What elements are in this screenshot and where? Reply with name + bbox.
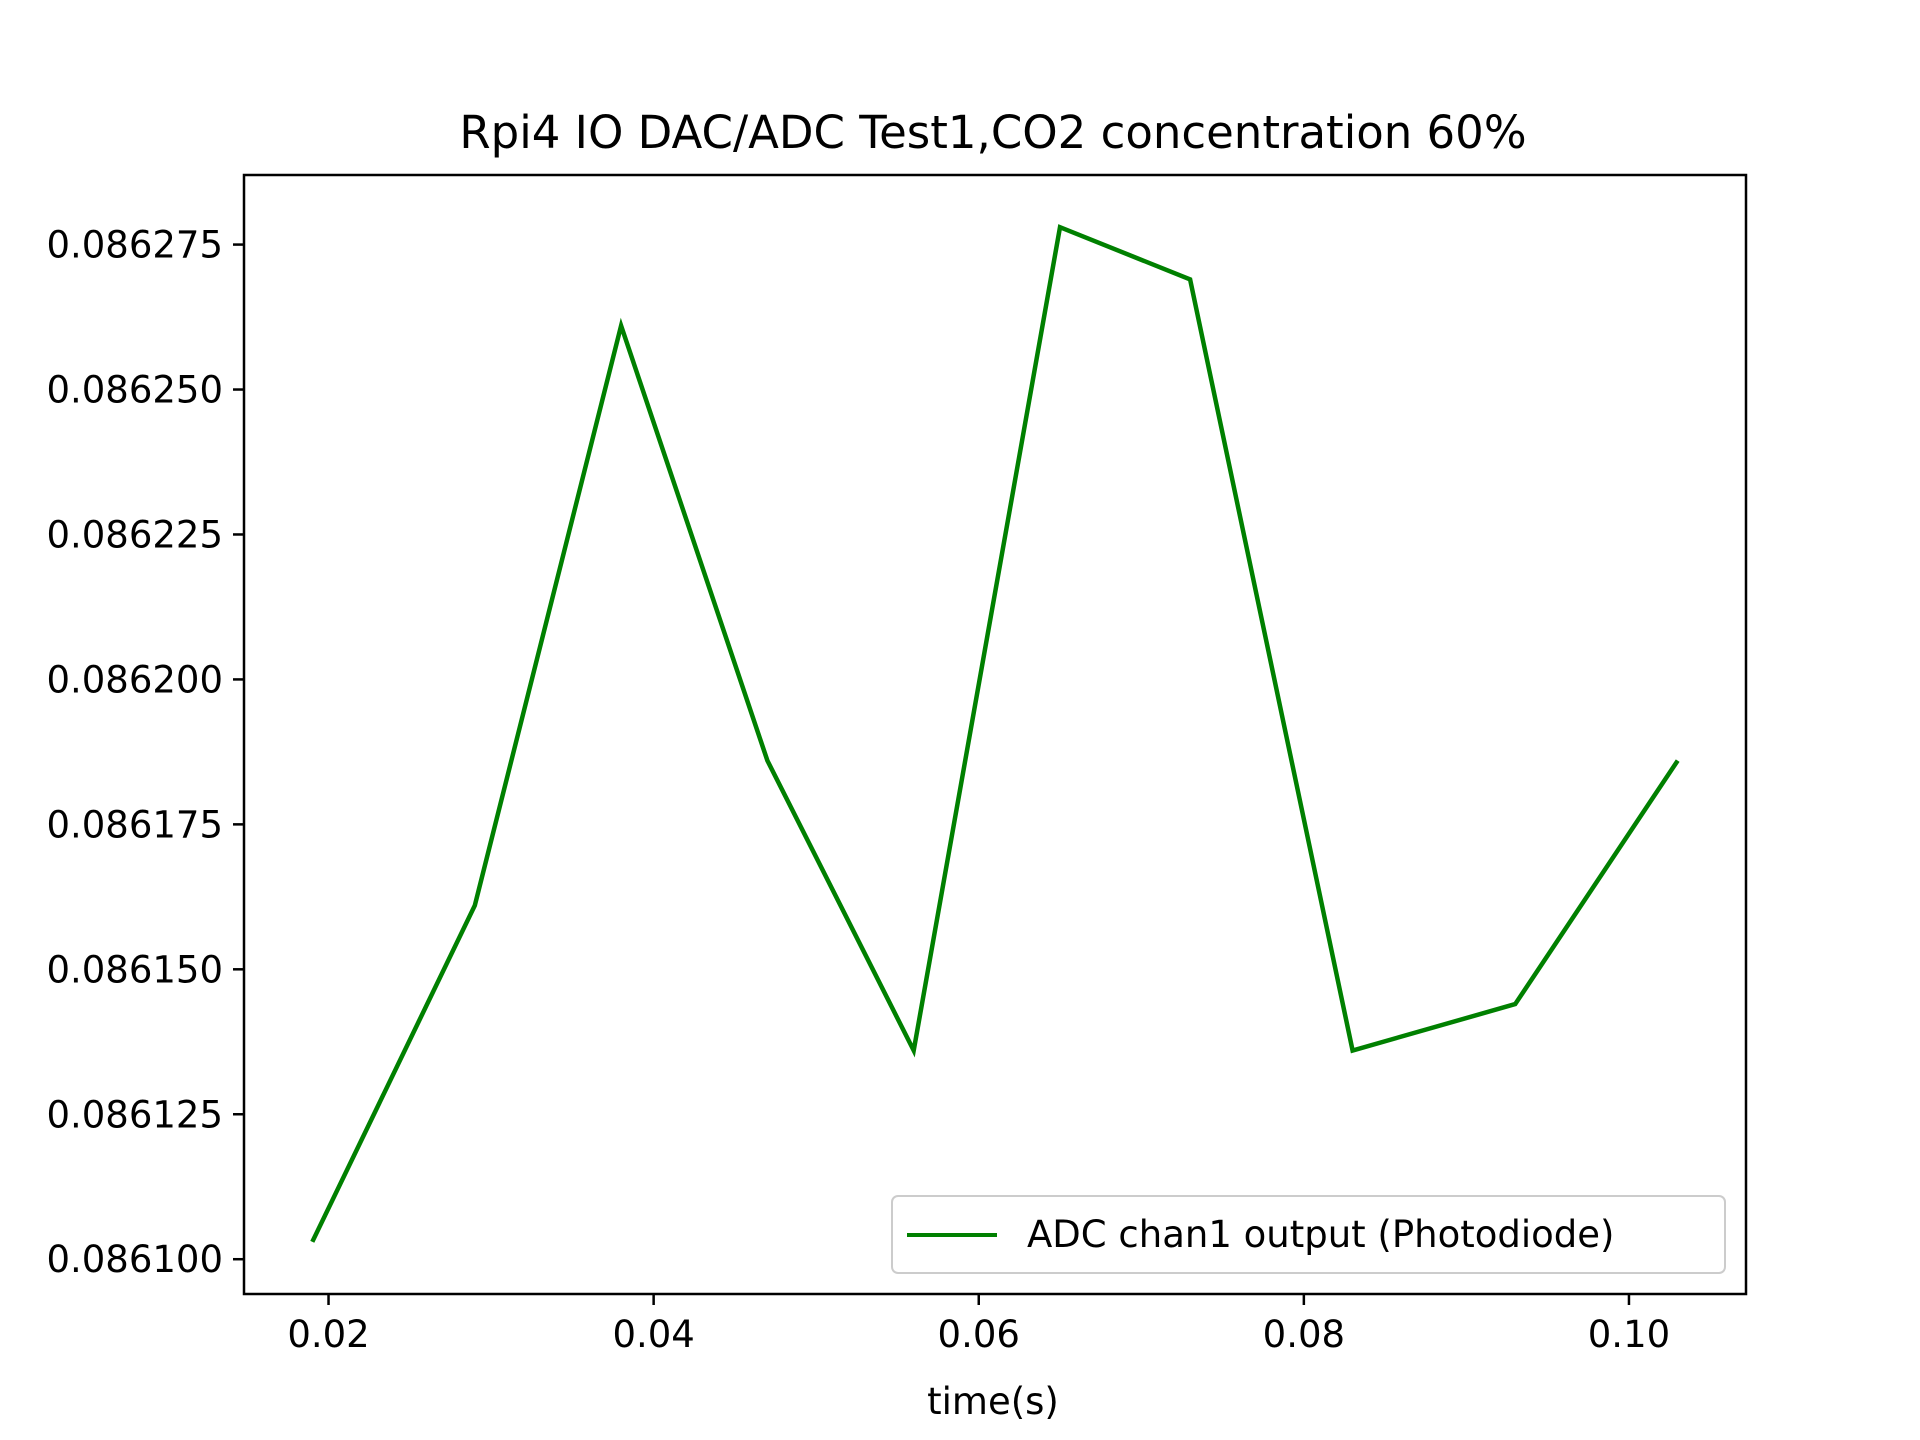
x-axis: 0.02 0.04 0.06 0.08 0.10 <box>287 1294 1670 1356</box>
y-tick-label: 0.086250 <box>46 369 223 412</box>
y-tick-label: 0.086175 <box>46 803 223 846</box>
plot-frame <box>242 173 1748 1296</box>
chart-title: Rpi4 IO DAC/ADC Test1,CO2 concentration … <box>459 106 1526 159</box>
y-tick-label: 0.086225 <box>46 513 223 556</box>
x-tick-label: 0.06 <box>938 1313 1020 1356</box>
legend-label: ADC chan1 output (Photodiode) <box>1027 1213 1614 1256</box>
y-tick-label: 0.086100 <box>46 1238 223 1281</box>
legend-box <box>891 1195 1726 1274</box>
x-tick-label: 0.02 <box>287 1313 369 1356</box>
y-tick-label: 0.086275 <box>46 224 223 267</box>
plot-marks <box>310 224 1680 1243</box>
y-tick-label: 0.086150 <box>46 948 223 991</box>
x-axis-title: time(s) <box>927 1380 1059 1423</box>
legend: ADC chan1 output (Photodiode) <box>891 1195 1726 1274</box>
y-tick-label: 0.086200 <box>46 658 223 701</box>
y-tick-label: 0.086125 <box>46 1093 223 1136</box>
series-line <box>310 224 1680 1243</box>
y-axis: 0.086100 0.086125 0.086150 0.086175 0.086200… <box>46 224 244 1281</box>
x-tick-label: 0.10 <box>1588 1313 1670 1356</box>
x-tick-label: 0.08 <box>1263 1313 1345 1356</box>
x-tick-label: 0.04 <box>612 1313 694 1356</box>
